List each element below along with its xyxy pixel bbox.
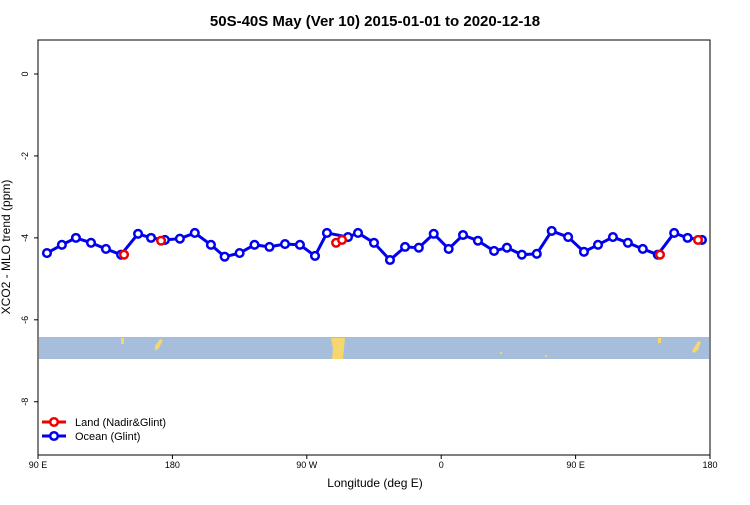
legend-label: Ocean (Glint) xyxy=(75,431,140,443)
point xyxy=(682,232,693,243)
point xyxy=(309,250,321,261)
ocean-band xyxy=(39,337,709,359)
point xyxy=(294,239,305,250)
x-tick-label: 90 E xyxy=(566,460,585,470)
point xyxy=(654,249,666,260)
chart-title: 50S-40S May (Ver 10) 2015-01-01 to 2020-… xyxy=(210,13,540,30)
point xyxy=(428,228,439,239)
x-tick-label: 90 E xyxy=(29,460,48,470)
x-tick-label: 90 W xyxy=(296,460,318,470)
point xyxy=(219,251,230,262)
point xyxy=(321,227,333,239)
point xyxy=(400,241,411,252)
point xyxy=(693,234,704,245)
point xyxy=(70,232,81,243)
point xyxy=(607,232,618,243)
x-tick-label: 0 xyxy=(439,460,444,470)
point xyxy=(145,232,157,243)
point xyxy=(384,254,396,266)
x-tick-label: 180 xyxy=(165,460,180,470)
point xyxy=(563,232,574,243)
point xyxy=(174,233,185,244)
point xyxy=(85,237,97,248)
y-tick-label: -4 xyxy=(20,234,30,242)
y-tick-label: -8 xyxy=(20,398,30,406)
legend-marker xyxy=(48,416,60,428)
y-axis-label: XCO2 - MLO trend (ppm) xyxy=(0,180,13,315)
point xyxy=(546,225,557,236)
x-axis-label: Longitude (deg E) xyxy=(327,476,422,490)
point xyxy=(489,245,500,257)
point xyxy=(205,239,216,250)
legend-marker xyxy=(48,430,60,442)
y-tick-label: 0 xyxy=(20,71,30,76)
point xyxy=(516,249,527,260)
point xyxy=(368,237,380,248)
point xyxy=(336,234,348,245)
point xyxy=(531,248,542,259)
point xyxy=(669,227,680,239)
point xyxy=(156,235,167,246)
point xyxy=(56,239,67,250)
point xyxy=(118,249,130,260)
point xyxy=(637,243,648,254)
point xyxy=(592,239,604,250)
plot-frame xyxy=(37,39,711,456)
point xyxy=(352,227,364,239)
point xyxy=(41,247,53,259)
point xyxy=(279,238,291,250)
point xyxy=(100,243,111,254)
point xyxy=(189,227,200,239)
point xyxy=(133,228,144,239)
point xyxy=(472,235,483,246)
map-strip xyxy=(39,337,709,359)
point xyxy=(622,237,633,248)
point xyxy=(413,242,424,253)
legend: Land (Nadir&Glint) Ocean (Glint) xyxy=(42,416,166,443)
point xyxy=(234,247,245,259)
point xyxy=(457,229,469,241)
point xyxy=(443,243,454,254)
point xyxy=(501,242,512,253)
point xyxy=(264,241,275,252)
legend-label: Land (Nadir&Glint) xyxy=(75,417,166,429)
x-tick-label: 180 xyxy=(702,460,717,470)
point xyxy=(249,239,260,250)
y-tick-label: -2 xyxy=(20,152,30,160)
point xyxy=(578,246,590,257)
y-tick-label: -6 xyxy=(20,316,30,324)
